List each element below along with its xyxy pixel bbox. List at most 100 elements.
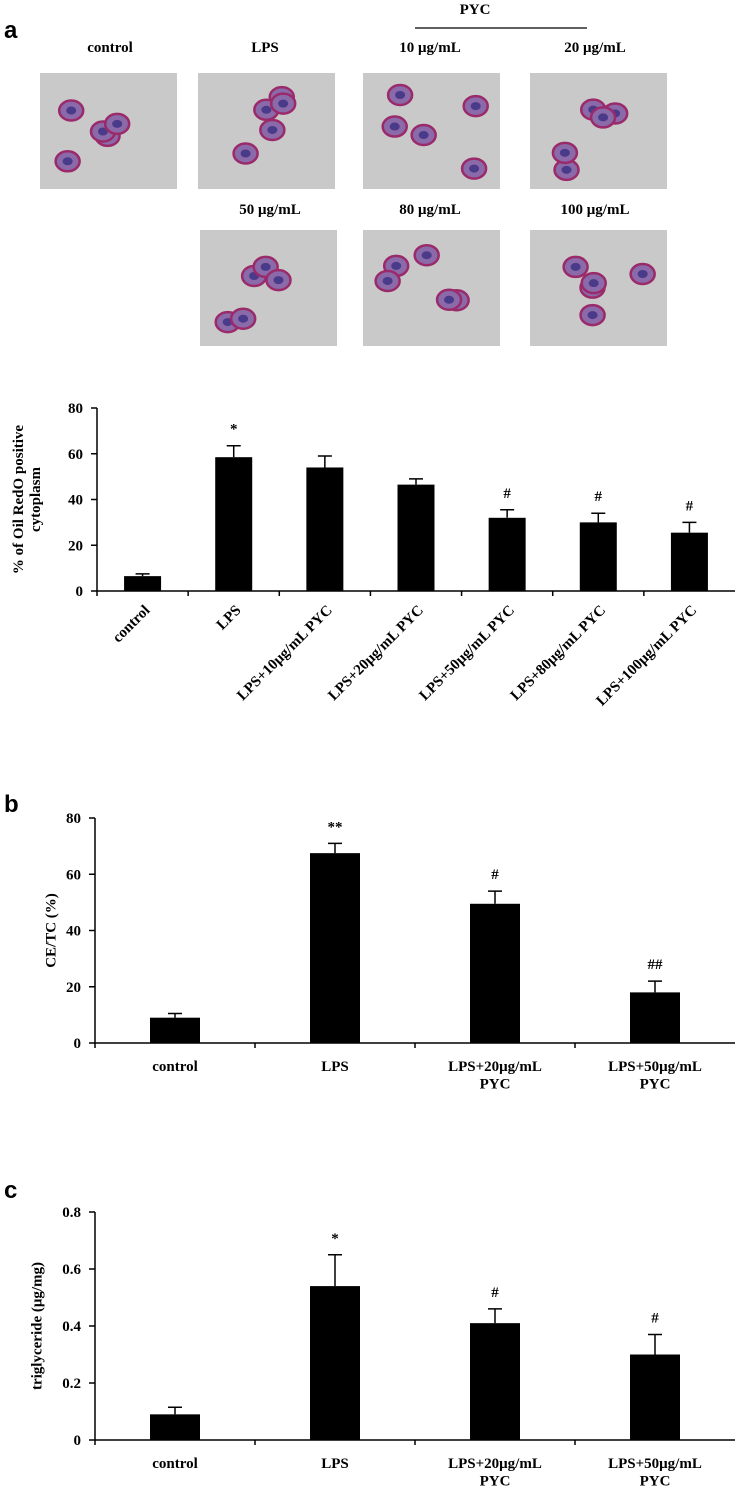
x-tick-label: control (152, 1456, 198, 1472)
x-tick-label: LPS (214, 603, 245, 634)
annotation: # (686, 498, 694, 514)
error-bar (648, 1333, 662, 1355)
nucleus (418, 131, 429, 140)
annotation: * (331, 1231, 339, 1247)
annotation: # (491, 867, 499, 883)
bar (310, 853, 360, 1043)
y-tick-label: 60 (66, 867, 81, 883)
nucleus (570, 262, 581, 271)
y-tick-label: 20 (68, 538, 83, 554)
nucleus (62, 157, 73, 166)
error-bar (317, 455, 332, 468)
nucleus (587, 311, 598, 320)
bar (630, 1354, 680, 1440)
x-tick-label: LPS+20μg/mL PYC (448, 1059, 542, 1092)
annotation: # (651, 1311, 659, 1327)
nucleus (395, 91, 406, 100)
nucleus (238, 314, 249, 323)
nucleus (588, 279, 599, 288)
x-tick-label: LPS+50μg/mL PYC (417, 603, 518, 704)
y-tick-label: 40 (68, 493, 83, 509)
micrograph-caption: 10 μg/mL (399, 40, 460, 56)
y-tick-label: 20 (66, 980, 81, 996)
annotation: # (595, 489, 603, 505)
nucleus (260, 262, 271, 271)
bar (215, 457, 253, 591)
bar (630, 992, 680, 1043)
y-tick-label: 40 (66, 924, 81, 940)
nucleus (470, 102, 481, 111)
annotation: ** (328, 819, 343, 835)
micrograph-caption: control (87, 40, 133, 56)
error-bar (488, 890, 502, 904)
bar (124, 576, 162, 591)
annotation: ## (648, 957, 664, 973)
nucleus (267, 125, 278, 134)
nucleus (112, 119, 123, 128)
x-tick-label: LPS (321, 1059, 349, 1075)
bar (150, 1414, 200, 1440)
y-axis-label: % of Oil RedO positivecytoplasm (11, 425, 44, 575)
y-tick-label: 0.2 (62, 1376, 81, 1392)
y-axis-label: CE/TC (%) (43, 893, 59, 968)
nucleus (66, 106, 77, 115)
error-bar (226, 444, 241, 458)
nucleus (382, 276, 393, 285)
error-bar (682, 521, 697, 533)
bar (579, 522, 617, 591)
panel-label: b (4, 791, 19, 818)
y-tick-label: 0.6 (62, 1262, 81, 1278)
nucleus (391, 261, 402, 270)
nucleus (261, 105, 272, 114)
y-tick-label: 0 (76, 584, 84, 600)
bar (488, 517, 526, 591)
x-tick-label: LPS+80μg/mL PYC (508, 603, 609, 704)
annotation: * (230, 422, 238, 438)
nucleus (240, 149, 251, 158)
panel-label: a (4, 17, 18, 44)
error-bar (648, 980, 662, 993)
error-bar (168, 1012, 182, 1018)
micrograph-caption: LPS (251, 40, 279, 56)
bar (310, 1286, 360, 1440)
bar (150, 1017, 200, 1043)
annotation: # (503, 486, 511, 502)
nucleus (278, 99, 289, 108)
x-tick-label: control (152, 1059, 198, 1075)
x-tick-label: LPS+10μg/mL PYC (234, 603, 335, 704)
bar (470, 1323, 520, 1440)
micrograph (530, 73, 667, 189)
micrograph-caption: 100 μg/mL (561, 202, 630, 218)
micrograph-caption: 20 μg/mL (564, 40, 625, 56)
bar (397, 484, 435, 591)
error-bar (328, 842, 342, 854)
nucleus (598, 113, 609, 122)
y-tick-label: 80 (68, 401, 83, 417)
bar (470, 903, 520, 1043)
y-tick-label: 60 (68, 447, 83, 463)
micrograph-caption: 50 μg/mL (239, 202, 300, 218)
y-axis-label: triglyceride (μg/mg) (29, 1262, 45, 1390)
error-bar (168, 1406, 182, 1415)
annotation: # (491, 1285, 499, 1301)
y-tick-label: 0 (74, 1433, 82, 1449)
error-bar (409, 478, 423, 485)
panel-label: c (4, 1177, 17, 1204)
micrograph-caption: 80 μg/mL (399, 202, 460, 218)
x-tick-label: LPS+50μg/mL PYC (608, 1456, 702, 1489)
error-bar (500, 509, 515, 518)
x-tick-label: control (110, 603, 154, 647)
nucleus (421, 251, 432, 260)
nucleus (97, 127, 108, 136)
nucleus (469, 164, 480, 173)
nucleus (273, 276, 284, 285)
nucleus (561, 165, 572, 174)
nucleus (559, 148, 570, 157)
error-bar (488, 1308, 502, 1324)
error-bar (591, 512, 606, 523)
group-label: PYC (460, 2, 491, 18)
y-tick-label: 0.4 (62, 1319, 81, 1335)
error-bar (328, 1254, 342, 1287)
x-tick-label: LPS+100μg/mL PYC (593, 603, 700, 710)
